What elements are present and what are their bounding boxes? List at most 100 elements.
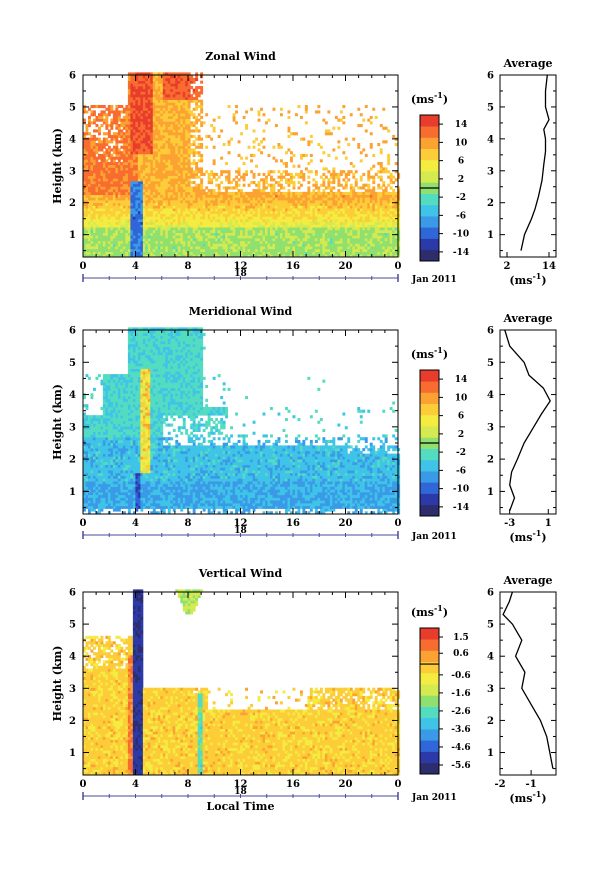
heatmap-cell (112, 148, 116, 152)
heatmap-cell (93, 219, 96, 223)
heatmap-cell (85, 191, 89, 195)
heatmap-cell (180, 221, 184, 225)
heatmap-cell (195, 205, 199, 209)
heatmap-cell (167, 167, 171, 171)
heatmap-cell (265, 208, 268, 212)
heatmap-cell (300, 115, 303, 119)
heatmap-cell (112, 159, 116, 163)
heatmap-cell (337, 118, 341, 122)
heatmap-cell (304, 221, 308, 225)
heatmap-cell (245, 208, 248, 212)
heatmap-cell (319, 197, 323, 201)
heatmap-cell (190, 86, 194, 90)
heatmap-cell (165, 183, 169, 187)
heatmap-cell (364, 216, 368, 220)
heatmap-cell (132, 243, 136, 247)
heatmap-cell (372, 227, 376, 231)
heatmap-cell (102, 216, 106, 220)
heatmap-cell (147, 186, 151, 190)
heatmap-cell (122, 175, 126, 179)
heatmap-cell (152, 121, 156, 125)
heatmap-cell (147, 140, 151, 144)
heatmap-cell (319, 145, 323, 149)
heatmap-cell (135, 99, 139, 103)
heatmap-cell (242, 210, 246, 214)
heatmap-cell (90, 121, 94, 125)
heatmap-cell (235, 105, 238, 109)
heatmap-cell (135, 126, 139, 130)
heatmap-cell (132, 219, 136, 223)
heatmap-cell (130, 96, 134, 100)
heatmap-cell (277, 254, 281, 258)
heatmap-cell (220, 248, 224, 252)
heatmap-cell (170, 148, 174, 152)
heatmap-cell (147, 107, 151, 111)
heatmap-cell (160, 148, 164, 152)
heatmap-cell (369, 240, 373, 244)
heatmap-cell (215, 254, 219, 258)
heatmap-cell (377, 219, 381, 223)
heatmap-cell (165, 107, 169, 111)
heatmap-cell (157, 96, 161, 100)
heatmap-cell (237, 172, 241, 176)
heatmap-cell (200, 172, 204, 176)
heatmap-cell (362, 183, 366, 187)
heatmap-cell (252, 202, 256, 206)
heatmap-cell (140, 77, 144, 81)
heatmap-cell (247, 229, 251, 233)
heatmap-cell (242, 200, 246, 204)
heatmap-cell (187, 216, 191, 220)
heatmap-cell (354, 183, 358, 187)
heatmap-cell (130, 235, 134, 239)
heatmap-cell (227, 194, 231, 198)
heatmap-cell (100, 202, 104, 206)
heatmap-cell (142, 183, 146, 187)
heatmap-cell (172, 232, 176, 236)
heatmap-cell (230, 254, 233, 258)
heatmap-cell (100, 251, 104, 255)
heatmap-cell (175, 194, 179, 198)
heatmap-cell (270, 189, 273, 193)
heatmap-cell (142, 221, 146, 225)
heatmap-cell (210, 235, 214, 239)
heatmap-cell (140, 205, 144, 209)
heatmap-cell (175, 113, 179, 117)
heatmap-cell (110, 162, 114, 166)
heatmap-cell (332, 227, 336, 231)
heatmap-cell (112, 251, 116, 255)
heatmap-cell (212, 126, 216, 130)
heatmap-cell (167, 202, 171, 206)
heatmap-cell (295, 191, 298, 195)
heatmap-cell (327, 153, 331, 157)
heatmap-cell (165, 159, 169, 163)
heatmap-cell (369, 210, 373, 214)
heatmap-cell (235, 175, 238, 179)
heatmap-cell (270, 251, 273, 255)
heatmap-cell (112, 246, 116, 250)
heatmap-cell (379, 232, 383, 236)
heatmap-cell (222, 227, 226, 231)
heatmap-cell (187, 183, 191, 187)
heatmap-cell (180, 213, 184, 217)
heatmap-cell (300, 191, 303, 195)
heatmap-cell (185, 183, 189, 187)
heatmap-cell (287, 181, 291, 185)
heatmap-cell (105, 191, 109, 195)
heatmap-cell (314, 205, 318, 209)
heatmap-cell (165, 91, 169, 95)
heatmap-cell (83, 162, 86, 166)
heatmap-cell (165, 229, 169, 233)
heatmap-cell (155, 96, 159, 100)
heatmap-cell (322, 232, 326, 236)
heatmap-cell (172, 243, 176, 247)
heatmap-cell (117, 172, 121, 176)
heatmap-cell (88, 213, 91, 217)
heatmap-cell (147, 148, 151, 152)
heatmap-cell (339, 170, 343, 174)
heatmap-cell (270, 178, 273, 182)
heatmap-cell (98, 153, 101, 157)
heatmap-cell (162, 183, 166, 187)
heatmap-cell (100, 170, 104, 174)
heatmap-cell (165, 164, 169, 168)
heatmap-cell (125, 164, 129, 168)
